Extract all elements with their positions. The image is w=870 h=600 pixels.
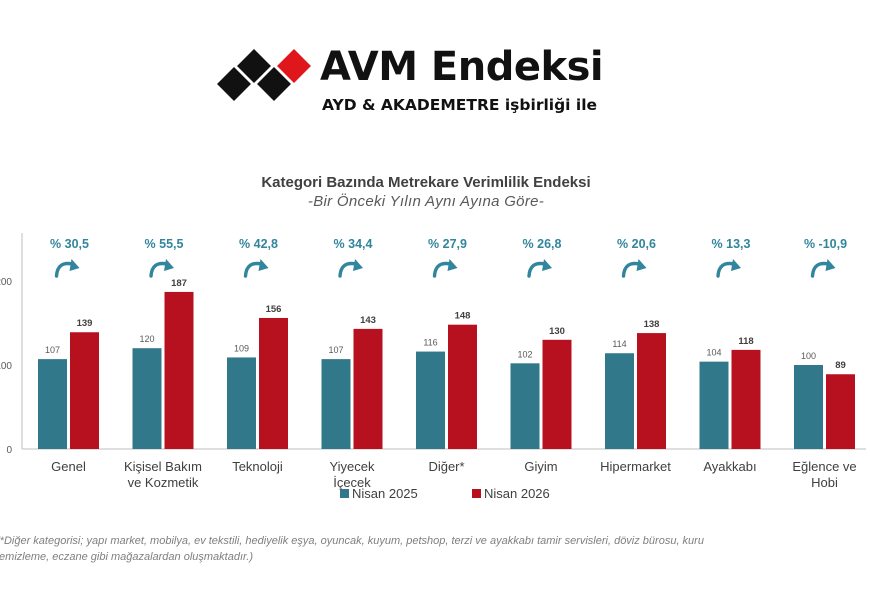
curved-arrow-icon: [243, 259, 269, 278]
data-label: 107: [328, 345, 343, 355]
change-label: % 42,8: [239, 237, 278, 251]
bar-nisan-2025: [605, 353, 634, 449]
data-label: 89: [835, 360, 846, 371]
curved-arrow-icon: [527, 259, 552, 278]
data-label: 187: [171, 278, 187, 289]
bar-nisan-2026: [70, 332, 99, 449]
data-label: 143: [360, 315, 376, 326]
footnote: (*Diğer kategorisi; yapı market, mobilya…: [0, 533, 866, 565]
bar-nisan-2025: [510, 363, 540, 449]
y-tick-label: 100: [0, 361, 12, 372]
data-label: 104: [706, 348, 721, 358]
data-label: 130: [549, 326, 565, 337]
category-label: Eğlence ve Hobi: [792, 459, 856, 490]
bar-nisan-2026: [542, 339, 572, 449]
category-label: Teknoloji: [232, 459, 283, 474]
change-label: % 30,5: [50, 237, 89, 251]
curved-arrow-icon: [810, 259, 836, 278]
data-label: 139: [77, 318, 93, 329]
y-tick-label: 0: [6, 445, 12, 456]
data-label: 109: [234, 343, 249, 353]
bar-nisan-2025: [321, 359, 351, 449]
category-label: Giyim: [524, 459, 557, 474]
curved-arrow-icon: [338, 259, 363, 278]
category-label: Kişisel Bakım ve Kozmetik: [124, 459, 202, 490]
brand-logo: AVM Endeksi AYD & AKADEMETRE işbirliği i…: [216, 44, 604, 124]
curved-arrow-icon: [716, 259, 741, 278]
curved-arrow-icon: [621, 259, 647, 278]
chart-subtitle: -Bir Önceki Yılın Aynı Ayına Göre-: [308, 192, 544, 210]
brand-name: AVM Endeksi: [320, 44, 604, 90]
footnote-line: (*Diğer kategorisi; yapı market, mobilya…: [0, 535, 704, 547]
bar-nisan-2025: [227, 357, 256, 449]
change-label: % 20,6: [617, 237, 656, 251]
curved-arrow-icon: [149, 259, 174, 278]
legend-label: Nisan 2026: [484, 486, 550, 501]
data-label: 114: [612, 339, 626, 349]
bar-nisan-2025: [38, 359, 67, 449]
bar-nisan-2025: [794, 365, 823, 449]
legend-swatch: [340, 489, 349, 498]
y-tick-label: 200: [0, 277, 12, 288]
bar-nisan-2026: [826, 374, 855, 449]
bar-nisan-2026: [731, 349, 761, 449]
curved-arrow-icon: [54, 259, 80, 278]
data-label: 148: [455, 311, 471, 322]
change-label: % 26,8: [523, 237, 562, 251]
bar-nisan-2025: [699, 361, 729, 449]
change-label: % 13,3: [712, 237, 751, 251]
data-label: 118: [738, 336, 753, 347]
data-label: 116: [423, 338, 437, 348]
bar-nisan-2026: [353, 328, 383, 449]
bar-nisan-2026: [448, 324, 477, 449]
data-label: 138: [644, 319, 660, 330]
category-label: Yiyecek İçecek: [329, 459, 375, 490]
bar-chart: Kategori Bazında Metrekare Verimlilik En…: [0, 174, 866, 501]
data-label: 156: [266, 304, 282, 315]
bar-nisan-2025: [132, 348, 162, 449]
bar-nisan-2026: [259, 317, 288, 449]
bar-nisan-2026: [164, 291, 194, 449]
change-label: % 27,9: [428, 237, 467, 251]
data-label: 120: [139, 334, 154, 344]
category-label: Diğer*: [428, 459, 464, 474]
data-label: 107: [45, 345, 60, 355]
bar-nisan-2026: [637, 333, 666, 449]
legend-swatch: [472, 489, 481, 498]
chart-title: Kategori Bazında Metrekare Verimlilik En…: [261, 174, 590, 191]
category-label: Ayakkabı: [703, 459, 756, 474]
data-label: 102: [517, 349, 532, 359]
footnote-line: temizleme, eczane gibi mağazalardan oluş…: [0, 551, 253, 563]
change-label: % 34,4: [334, 237, 373, 251]
curved-arrow-icon: [432, 259, 458, 278]
category-label: Genel: [51, 459, 86, 474]
category-label: Hipermarket: [600, 459, 671, 474]
change-label: % -10,9: [804, 237, 847, 251]
brand-tagline: AYD & AKADEMETRE işbirliği ile: [322, 96, 598, 114]
data-label: 100: [801, 351, 816, 361]
legend-label: Nisan 2025: [352, 486, 418, 501]
chart-legend: Nisan 2025 Nisan 2026: [340, 486, 550, 501]
change-label: % 55,5: [145, 237, 184, 251]
bar-nisan-2025: [416, 351, 445, 449]
